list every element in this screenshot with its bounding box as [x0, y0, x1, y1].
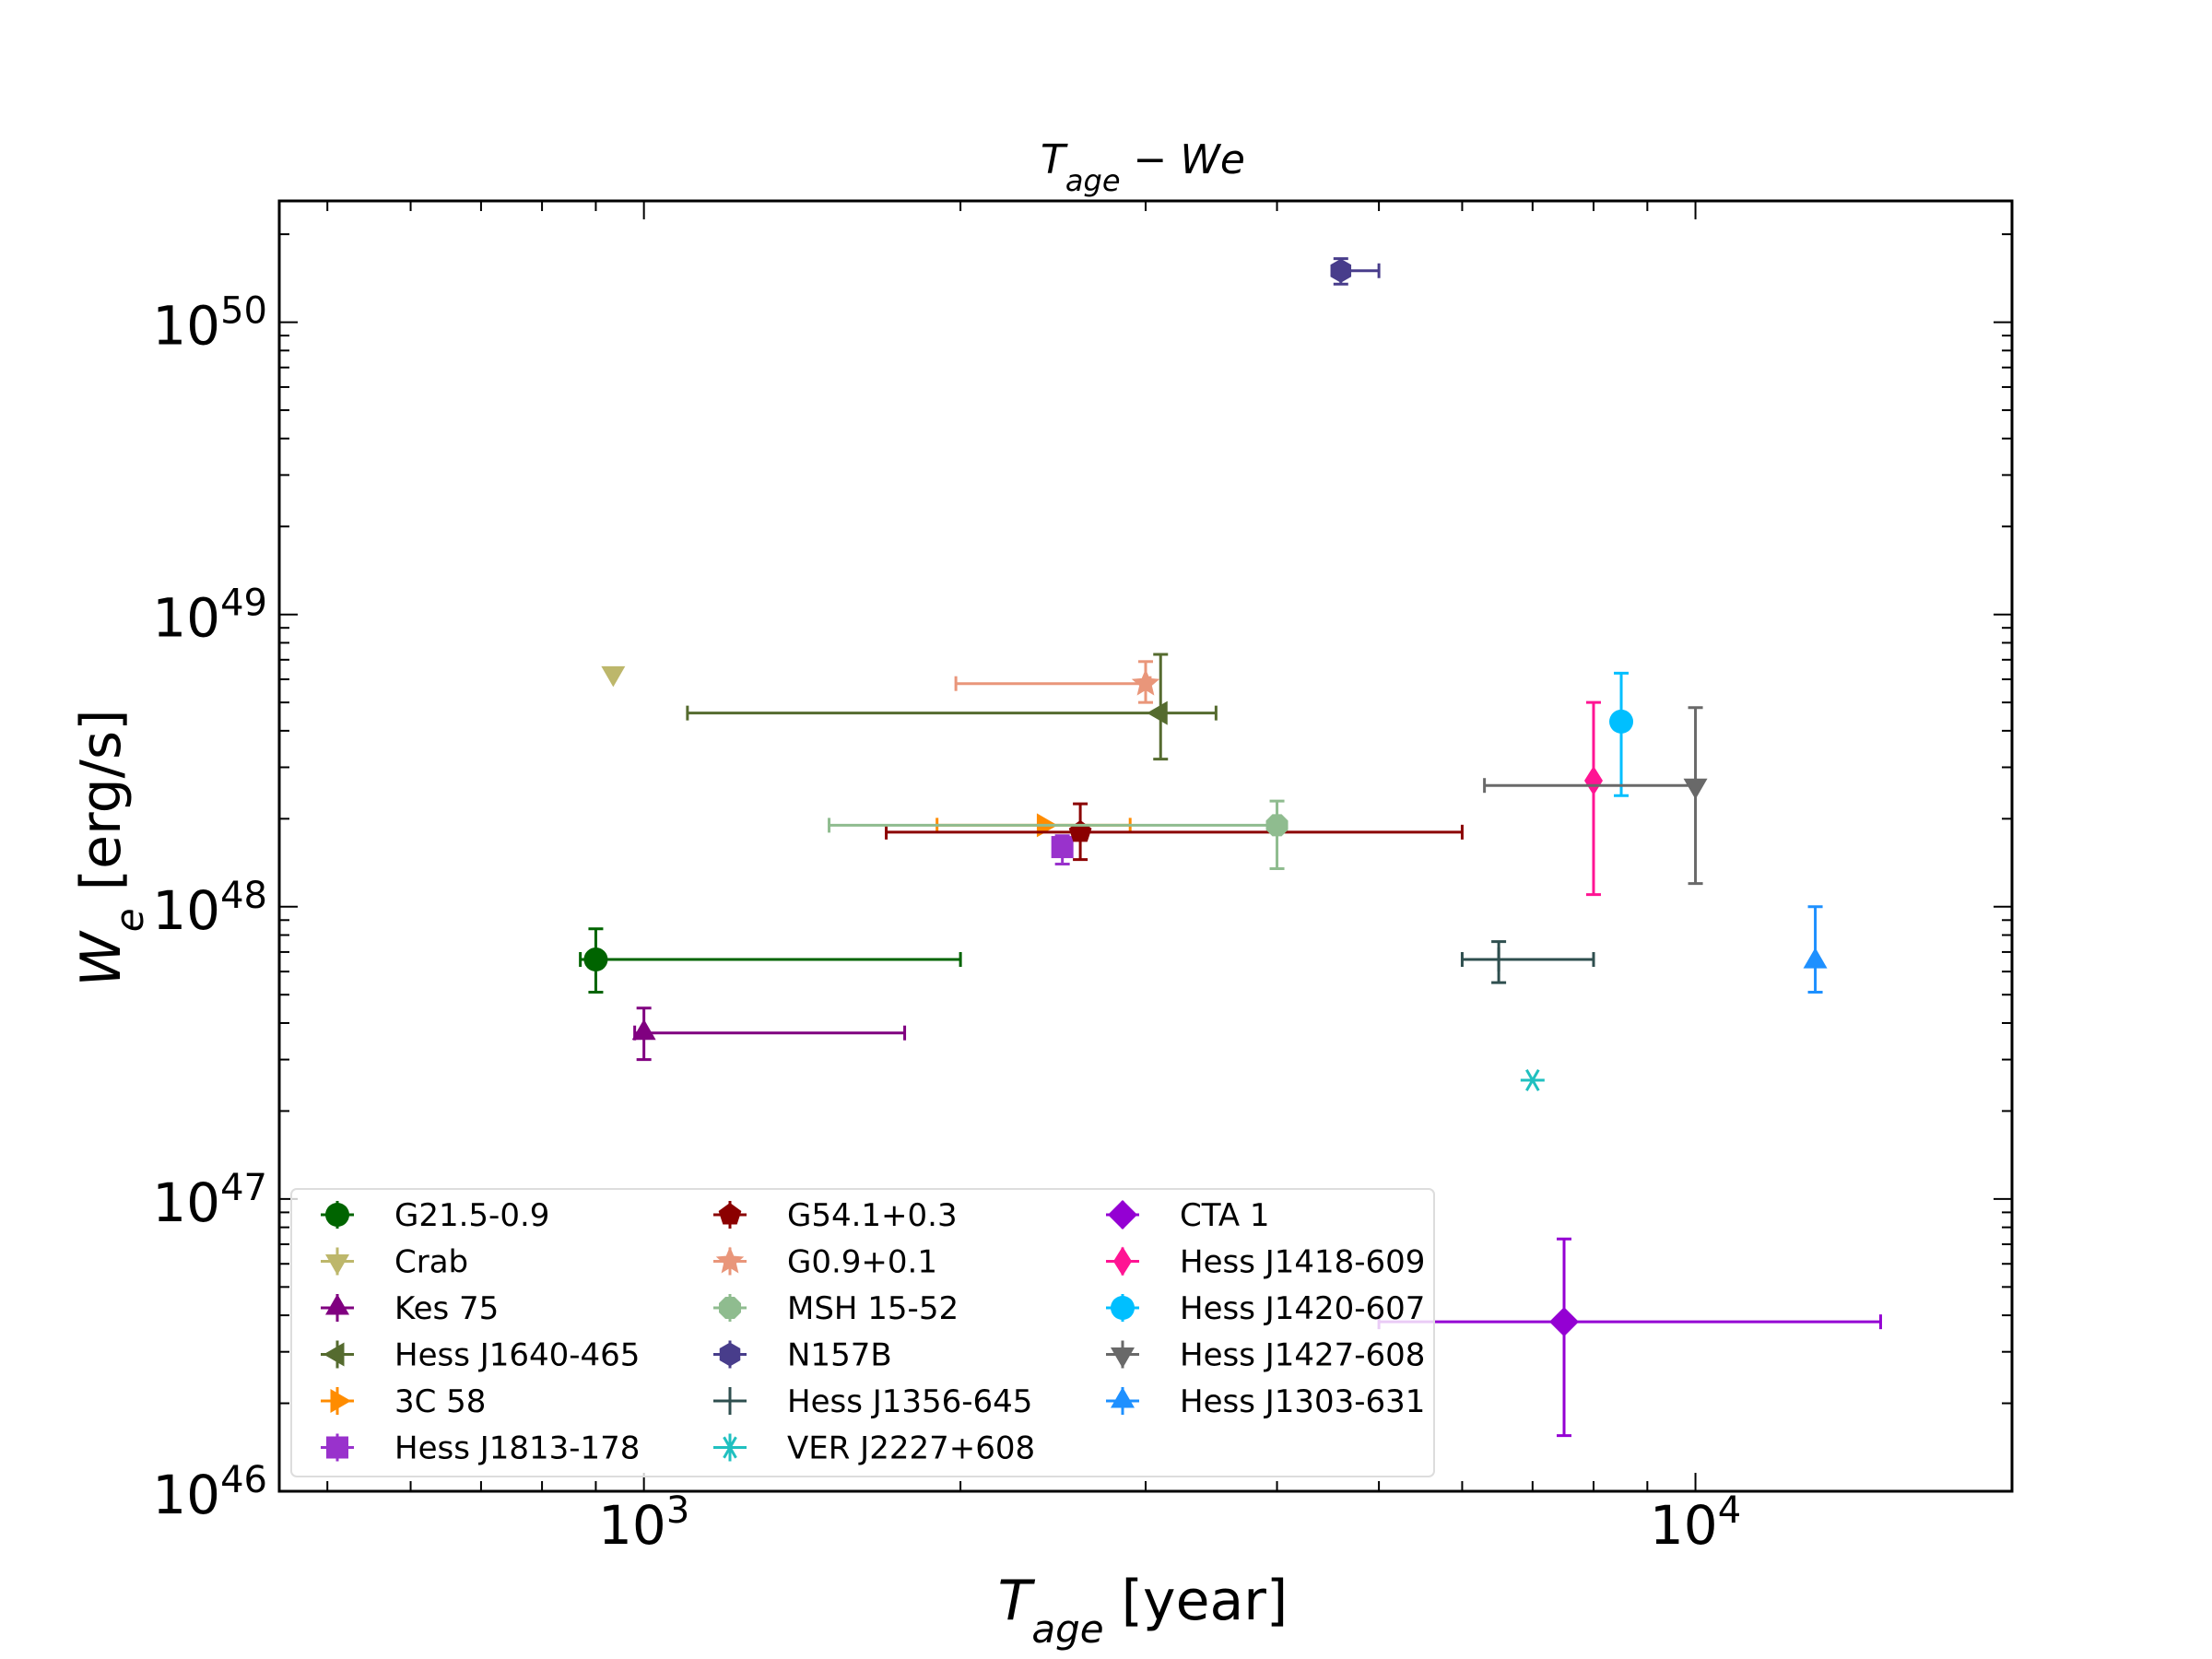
data-point [1131, 668, 1160, 696]
legend-label: Hess J1420-607 [1180, 1290, 1425, 1327]
legend: G21.5-0.9 Crab Kes 75 Hess J1640-465 3C 58 He… [290, 1188, 1435, 1477]
series-hess-j1356-645 [1460, 940, 1595, 984]
data-point [1051, 836, 1074, 859]
legend-entry: G21.5-0.9 [321, 1197, 549, 1234]
legend-label: CTA 1 [1180, 1197, 1270, 1234]
y-tick-label: 1046 [152, 1459, 267, 1526]
legend-label: Hess J1427-608 [1180, 1337, 1425, 1374]
legend-marker [718, 1389, 742, 1413]
data-point [1803, 947, 1828, 969]
x-axis-label: Tage [year] [998, 1569, 1288, 1652]
legend-marker [1108, 1200, 1137, 1230]
series-hess-j1418-609 [1583, 700, 1603, 897]
legend-entry: G54.1+0.3 [713, 1197, 958, 1234]
data-point [1147, 700, 1168, 725]
series-crab [601, 665, 626, 688]
legend-label: Kes 75 [394, 1290, 499, 1327]
series-hess-j1303-631 [1803, 905, 1828, 994]
legend-marker [330, 1389, 351, 1413]
legend-marker [324, 1342, 345, 1367]
y-tick-label: 1050 [152, 290, 267, 358]
data-point [1683, 778, 1708, 800]
data-point [631, 1018, 656, 1041]
plot-area: 103 104 1046 1047 1048 1049 1050 [152, 199, 2014, 1557]
legend-marker [325, 1294, 349, 1315]
legend-entry: Hess J1427-608 [1106, 1337, 1425, 1374]
series-g0-9-0-1 [954, 660, 1160, 704]
x-tick-label: 104 [1650, 1489, 1741, 1557]
legend-entry: CTA 1 [1106, 1197, 1270, 1234]
legend-label: 3C 58 [394, 1383, 486, 1420]
legend-marker [326, 1436, 348, 1459]
data-point [583, 947, 608, 972]
data-point [1583, 766, 1603, 796]
series-msh-15-52 [828, 799, 1288, 870]
series-g21-5-0-9 [579, 927, 962, 994]
legend-box [290, 1188, 1435, 1477]
legend-entry: MSH 15-52 [713, 1290, 959, 1327]
series-hess-j1813-178 [1051, 834, 1074, 865]
legend-marker [325, 1203, 349, 1227]
x-tick-label: 103 [598, 1489, 689, 1557]
data-point [1487, 947, 1512, 972]
legend-label: Hess J1356-645 [787, 1383, 1032, 1420]
legend-entry: 3C 58 [321, 1383, 486, 1420]
series-hess-j1420-607 [1609, 671, 1634, 797]
legend-entry: Hess J1418-609 [1106, 1244, 1425, 1281]
y-axis-label: We [erg/s] [69, 709, 152, 986]
legend-entry: Hess J1303-631 [1106, 1383, 1425, 1420]
legend-marker [1111, 1296, 1135, 1320]
legend-entry: Hess J1356-645 [713, 1383, 1032, 1420]
y-tick-label: 1048 [152, 875, 267, 942]
legend-marker [718, 1296, 742, 1320]
y-tick-label: 1049 [152, 582, 267, 650]
legend-marker [718, 1436, 742, 1459]
data-point [1330, 258, 1352, 283]
series-n157b [1330, 257, 1381, 286]
legend-label: Crab [394, 1244, 468, 1281]
legend-entry: VER J2227+608 [713, 1430, 1035, 1467]
legend-label: Hess J1640-465 [394, 1337, 640, 1374]
series-cta-1 [1377, 1237, 1882, 1438]
data-point [1520, 1068, 1545, 1091]
legend-marker [719, 1342, 741, 1367]
legend-marker [1111, 1347, 1135, 1369]
legend-marker [1113, 1246, 1132, 1277]
data-point [1609, 709, 1634, 734]
legend-label: G21.5-0.9 [394, 1197, 549, 1234]
legend-entry: Hess J1813-178 [321, 1430, 640, 1467]
legend-marker [325, 1254, 349, 1276]
data-series [579, 257, 1882, 1438]
legend-marker [718, 1203, 742, 1225]
legend-entry: G0.9+0.1 [713, 1244, 937, 1281]
legend-label: Hess J1418-609 [1180, 1244, 1425, 1281]
data-point [601, 665, 626, 688]
legend-marker [1111, 1387, 1135, 1408]
plot-frame [277, 199, 2014, 1493]
legend-entry: Hess J1420-607 [1106, 1290, 1425, 1327]
series-hess-j1427-608 [1483, 706, 1708, 886]
legend-label: N157B [787, 1337, 892, 1374]
data-point [1549, 1307, 1580, 1337]
legend-label: Hess J1813-178 [394, 1430, 640, 1467]
legend-label: G54.1+0.3 [787, 1197, 958, 1234]
legend-label: G0.9+0.1 [787, 1244, 937, 1281]
series-kes-75 [631, 1006, 907, 1062]
data-point [1265, 814, 1288, 837]
legend-entry: Hess J1640-465 [321, 1337, 640, 1374]
series-hess-j1640-465 [686, 653, 1218, 761]
y-tick-label: 1047 [152, 1167, 267, 1234]
legend-marker [715, 1246, 745, 1274]
legend-entry: Crab [321, 1244, 468, 1281]
series-ver-j2227-608 [1520, 1068, 1545, 1091]
legend-label: Hess J1303-631 [1180, 1383, 1425, 1420]
legend-label: MSH 15-52 [787, 1290, 959, 1327]
chart-title: Tage − We [1041, 136, 1245, 198]
legend-entry: N157B [713, 1337, 892, 1374]
legend-label: VER J2227+608 [787, 1430, 1035, 1467]
legend-entry: Kes 75 [321, 1290, 499, 1327]
